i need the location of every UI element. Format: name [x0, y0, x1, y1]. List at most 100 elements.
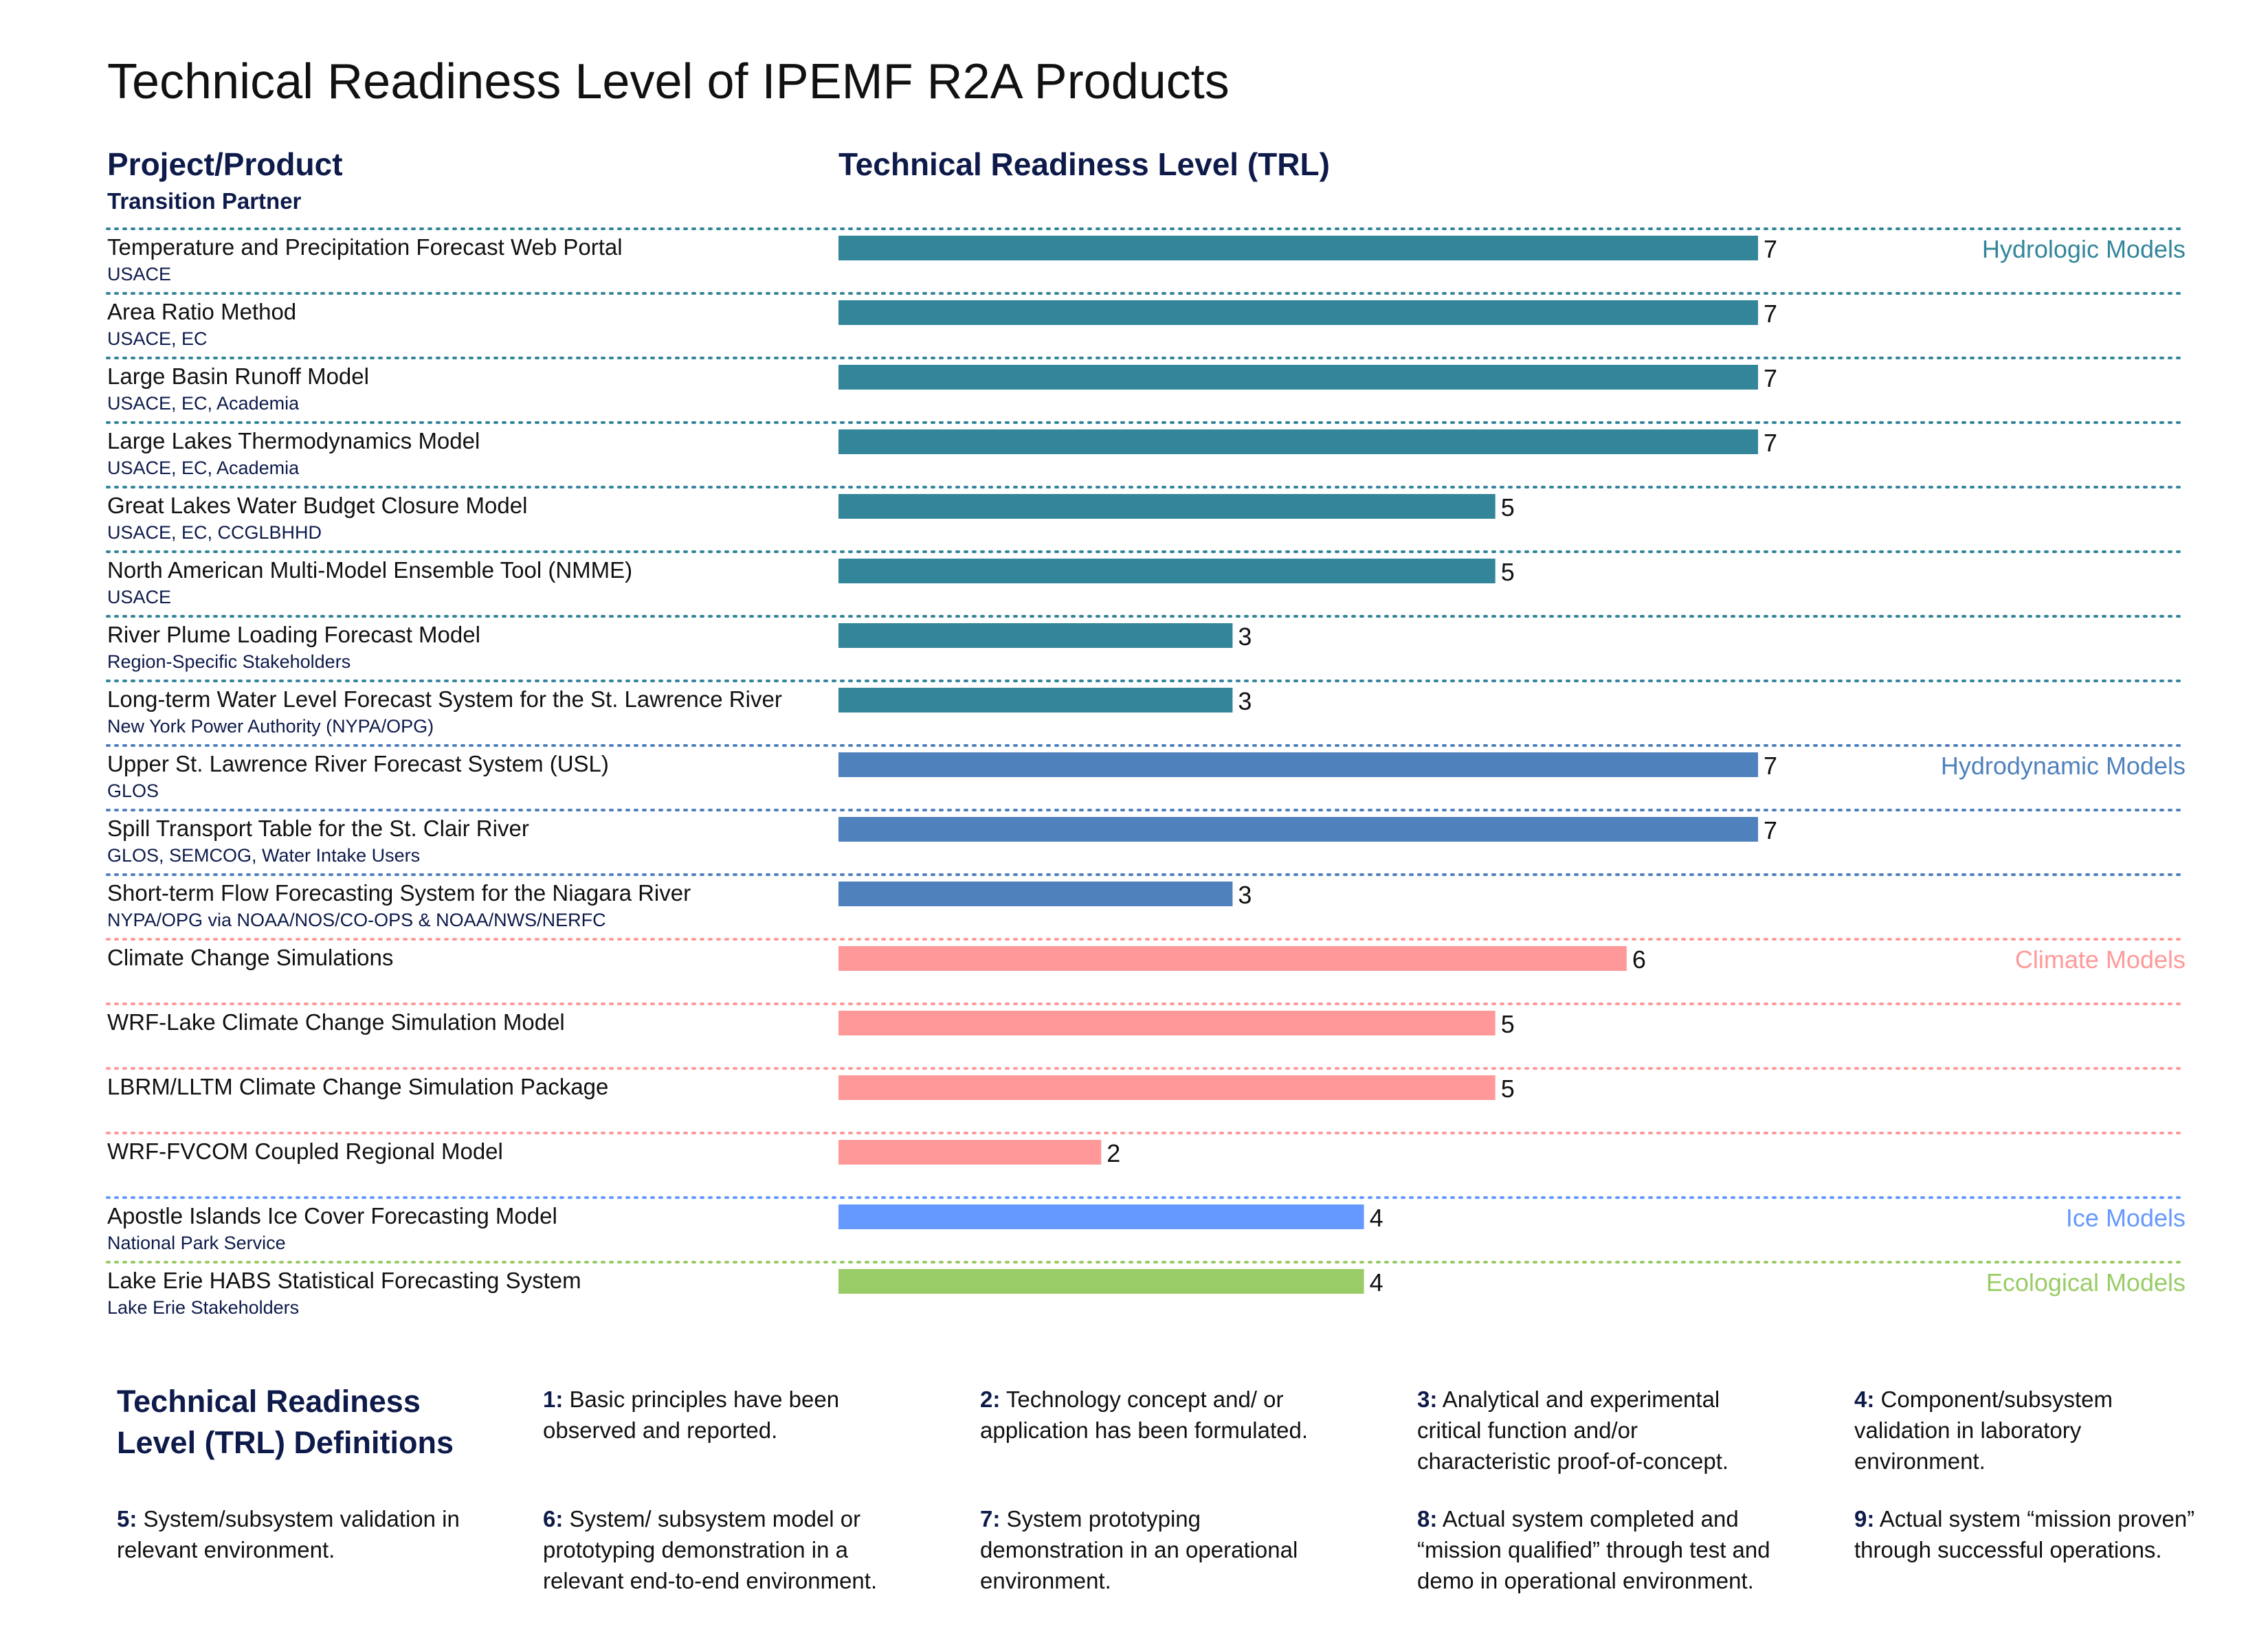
row-transition-partner: GLOS	[107, 781, 159, 801]
trl-definitions: Technical Readiness Level (TRL) Definiti…	[0, 1367, 2268, 1649]
trl-value-label: 6	[1632, 945, 1646, 974]
trl-level-description: Actual system “mission proven” through s…	[1854, 1506, 2195, 1562]
trl-bar	[838, 1140, 1102, 1165]
trl-bar	[838, 1269, 1364, 1294]
trl-bar	[838, 688, 1233, 713]
trl-level-description: System/ subsystem model or prototyping d…	[543, 1506, 878, 1593]
partner-column-header: Transition Partner	[107, 188, 302, 214]
trl-definition-1: 1: Basic principles have been observed a…	[543, 1384, 900, 1446]
trl-value-label: 7	[1764, 752, 1777, 780]
row-project-title: WRF-Lake Climate Change Simulation Model	[107, 1009, 565, 1035]
category-label: Hydrodynamic Models	[1941, 752, 2186, 780]
trl-bar	[838, 494, 1496, 519]
row-transition-partner: USACE	[107, 264, 171, 284]
row-project-title: Great Lakes Water Budget Closure Model	[107, 493, 527, 518]
trl-definition-8: 8: Actual system completed and “mission …	[1417, 1503, 1775, 1596]
trl-level-number: 8:	[1417, 1506, 1438, 1532]
trl-value-label: 5	[1501, 493, 1515, 521]
trl-definition-6: 6: System/ subsystem model or prototypin…	[543, 1503, 900, 1596]
category-label: Ecological Models	[1986, 1268, 2186, 1297]
trl-bar	[838, 1204, 1364, 1229]
trl-bar	[838, 817, 1758, 842]
trl-bar	[838, 752, 1758, 777]
row-project-title: Large Basin Runoff Model	[107, 363, 369, 389]
trl-bar	[838, 559, 1496, 583]
row-transition-partner: National Park Service	[107, 1233, 286, 1253]
trl-column-header: Technical Readiness Level (TRL)	[838, 146, 1330, 182]
trl-value-label: 2	[1107, 1139, 1120, 1167]
trl-level-number: 4:	[1854, 1387, 1875, 1412]
row-project-title: Climate Change Simulations	[107, 945, 393, 970]
row-transition-partner: USACE, EC	[107, 328, 208, 349]
trl-bar	[838, 882, 1233, 906]
trl-value-label: 3	[1238, 622, 1252, 651]
trl-level-number: 7:	[980, 1506, 1001, 1532]
trl-level-description: System prototyping demonstration in an o…	[980, 1506, 1298, 1593]
row-project-title: Temperature and Precipitation Forecast W…	[107, 234, 623, 260]
trl-definition-3: 3: Analytical and experimental critical …	[1417, 1384, 1775, 1477]
trl-level-number: 5:	[117, 1506, 137, 1532]
row-transition-partner: USACE, EC, Academia	[107, 393, 300, 414]
row-project-title: Upper St. Lawrence River Forecast System…	[107, 751, 609, 776]
trl-bar	[838, 365, 1758, 390]
row-transition-partner: Region-Specific Stakeholders	[107, 651, 351, 672]
row-transition-partner: USACE	[107, 587, 171, 607]
row-project-title: Short-term Flow Forecasting System for t…	[107, 880, 691, 906]
trl-definition-5: 5: System/subsystem validation in releva…	[117, 1503, 502, 1565]
row-project-title: Area Ratio Method	[107, 299, 296, 324]
trl-bar	[838, 1011, 1496, 1035]
row-transition-partner: USACE, EC, CCGLBHHD	[107, 522, 322, 543]
category-label: Ice Models	[2066, 1204, 2186, 1232]
row-project-title: North American Multi-Model Ensemble Tool…	[107, 557, 632, 583]
trl-bar-chart: Temperature and Precipitation Forecast W…	[106, 227, 2187, 1318]
trl-bar	[838, 1075, 1496, 1100]
trl-level-description: Basic principles have been observed and …	[543, 1387, 840, 1443]
trl-level-description: Actual system completed and “mission qua…	[1417, 1506, 1770, 1593]
trl-bar	[838, 429, 1758, 454]
trl-definition-4: 4: Component/subsystem validation in lab…	[1854, 1384, 2212, 1477]
trl-value-label: 7	[1764, 235, 1777, 263]
trl-value-label: 5	[1501, 558, 1515, 586]
row-transition-partner: USACE, EC, Academia	[107, 458, 300, 478]
trl-level-number: 1:	[543, 1387, 564, 1412]
row-project-title: WRF-FVCOM Coupled Regional Model	[107, 1138, 503, 1164]
row-project-title: LBRM/LLTM Climate Change Simulation Pack…	[107, 1074, 608, 1099]
trl-value-label: 7	[1764, 429, 1777, 457]
category-label: Hydrologic Models	[1982, 235, 2186, 263]
row-project-title: Apostle Islands Ice Cover Forecasting Mo…	[107, 1203, 557, 1229]
page-title: Technical Readiness Level of IPEMF R2A P…	[107, 54, 1230, 109]
trl-level-description: Component/subsystem validation in labora…	[1854, 1387, 2113, 1474]
row-transition-partner: NYPA/OPG via NOAA/NOS/CO-OPS & NOAA/NWS/…	[107, 910, 606, 930]
row-project-title: Lake Erie HABS Statistical Forecasting S…	[107, 1268, 581, 1293]
row-transition-partner: GLOS, SEMCOG, Water Intake Users	[107, 845, 420, 866]
row-project-title: Long-term Water Level Forecast System fo…	[107, 686, 782, 712]
row-project-title: Large Lakes Thermodynamics Model	[107, 428, 480, 453]
trl-definition-9: 9: Actual system “mission proven” throug…	[1854, 1503, 2212, 1565]
trl-level-description: Analytical and experimental critical fun…	[1417, 1387, 1729, 1474]
trl-bar	[838, 300, 1758, 325]
project-column-header: Project/Product	[107, 146, 343, 182]
row-project-title: River Plume Loading Forecast Model	[107, 622, 480, 647]
category-label: Climate Models	[2015, 945, 2186, 974]
row-project-title: Spill Transport Table for the St. Clair …	[107, 816, 529, 841]
trl-value-label: 5	[1501, 1075, 1515, 1103]
trl-level-description: System/subsystem validation in relevant …	[117, 1506, 460, 1562]
trl-value-label: 3	[1238, 687, 1252, 715]
definitions-title: Technical Readiness Level (TRL) Definiti…	[117, 1384, 454, 1460]
trl-bar	[838, 236, 1758, 260]
trl-level-number: 6:	[543, 1506, 564, 1532]
trl-value-label: 3	[1238, 881, 1252, 909]
trl-bar	[838, 623, 1233, 648]
trl-value-label: 4	[1370, 1268, 1383, 1297]
trl-level-number: 2:	[980, 1387, 1001, 1412]
row-transition-partner: Lake Erie Stakeholders	[107, 1297, 299, 1318]
trl-bar	[838, 946, 1627, 971]
trl-definition-7: 7: System prototyping demonstration in a…	[980, 1503, 1337, 1596]
trl-value-label: 7	[1764, 364, 1777, 392]
row-transition-partner: New York Power Authority (NYPA/OPG)	[107, 716, 434, 737]
trl-value-label: 4	[1370, 1204, 1383, 1232]
trl-value-label: 7	[1764, 816, 1777, 844]
trl-value-label: 7	[1764, 300, 1777, 328]
trl-level-number: 9:	[1854, 1506, 1875, 1532]
trl-definition-2: 2: Technology concept and/ or applicatio…	[980, 1384, 1337, 1446]
